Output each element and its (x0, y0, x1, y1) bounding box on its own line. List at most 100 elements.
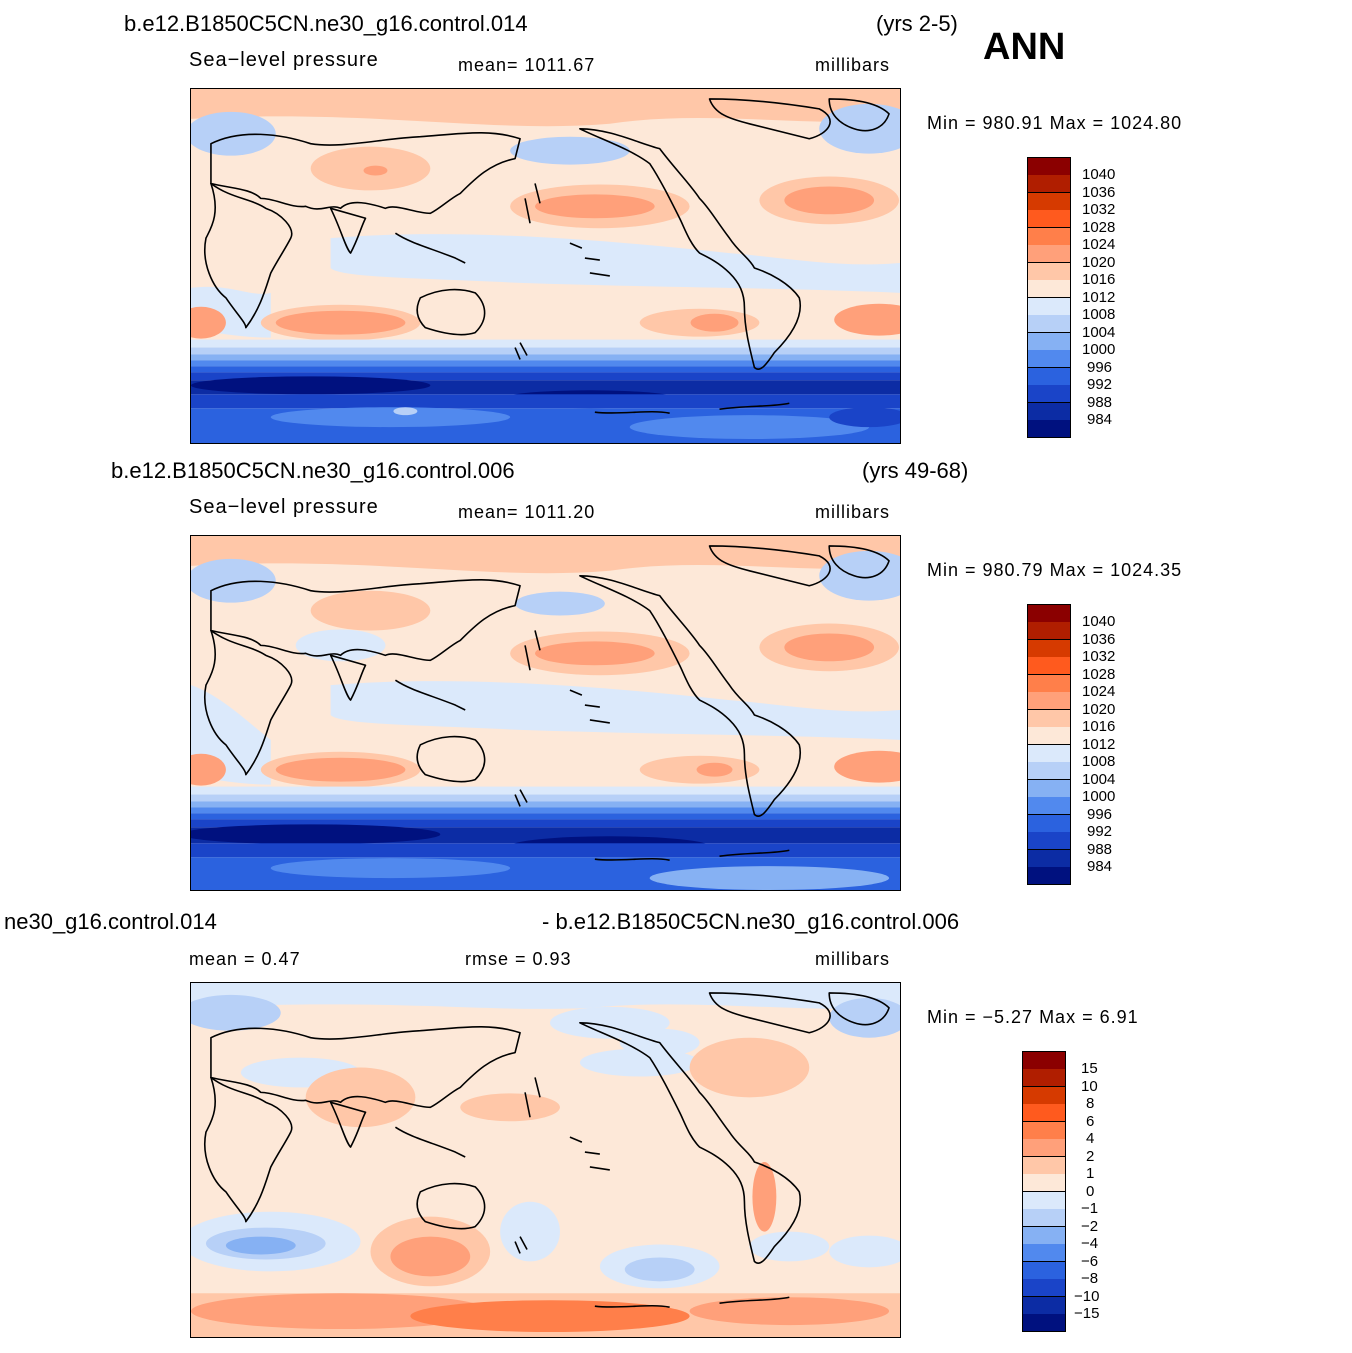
panel2-colorbar-label: 1008 (1082, 753, 1116, 770)
panel2-map-field (191, 536, 900, 890)
panel3-colorbar-swatch (1023, 1192, 1065, 1210)
panel3-minmax: Min = −5.27 Max = 6.91 (927, 1007, 1139, 1027)
panel3-rmse: rmse = 0.93 (465, 949, 572, 969)
panel2-colorbar-swatch (1028, 622, 1070, 640)
panel1-colorbar-label: 1032 (1082, 201, 1116, 218)
panel2-colorbar-label: 1040 (1082, 613, 1116, 630)
panel2-colorbar-swatch (1028, 675, 1070, 693)
panel2-mean: mean= 1011.20 (458, 502, 596, 522)
panel1-colorbar-swatch (1028, 158, 1070, 176)
panel3-colorbar-swatch (1023, 1122, 1065, 1140)
panel2-colorbar-swatch (1028, 832, 1070, 850)
panel3-colorbar-swatch (1023, 1174, 1065, 1192)
panel2-colorbar-swatch (1028, 815, 1070, 833)
panel3-colorbar-label: −15 (1074, 1305, 1100, 1322)
panel1-colorbar-swatch (1028, 175, 1070, 193)
panel2-variable: Sea−level pressure (189, 496, 379, 518)
panel2-colorbar-swatch (1028, 692, 1070, 710)
panel3-colorbar-swatch (1023, 1244, 1065, 1262)
panel1-colorbar-swatch (1028, 263, 1070, 281)
panel2-colorbar-swatch (1028, 762, 1070, 780)
panel2-colorbar-label: 1004 (1082, 771, 1116, 788)
panel1-colorbar-swatch (1028, 245, 1070, 263)
panel2-colorbar-label: 1028 (1082, 666, 1116, 683)
panel1-colorbar-label: 1028 (1082, 219, 1116, 236)
panel2-colorbar-swatch (1028, 867, 1070, 884)
panel1-colorbar-label: 1036 (1082, 184, 1116, 201)
panel1-colorbar-label: 984 (1087, 411, 1113, 428)
panel1-units: millibars (815, 55, 891, 75)
panel3-colorbar-label: 1 (1086, 1165, 1095, 1182)
panel3-colorbar-label: 10 (1081, 1078, 1098, 1095)
panel2-title: b.e12.B1850C5CN.ne30_g16.control.006 (111, 458, 515, 483)
panel1-colorbar-label: 1004 (1082, 324, 1116, 341)
panel3-title-right: - b.e12.B1850C5CN.ne30_g16.control.006 (542, 909, 960, 934)
panel1-colorbar-swatch (1028, 385, 1070, 403)
panel3-colorbar-label: −10 (1074, 1288, 1100, 1305)
panel2-colorbar-label: 1000 (1082, 788, 1116, 805)
panel2-colorbar-swatch (1028, 850, 1070, 868)
panel3-colorbar-label: −8 (1081, 1270, 1099, 1287)
panel2-colorbar-swatch (1028, 780, 1070, 798)
panel1-colorbar (1027, 157, 1071, 438)
panel1-colorbar-label: 1040 (1082, 166, 1116, 183)
panel3-colorbar-label: −1 (1081, 1200, 1099, 1217)
panel3-colorbar-swatch (1023, 1227, 1065, 1245)
panel3-colorbar-label: 6 (1086, 1113, 1095, 1130)
panel1-colorbar-label: 1012 (1082, 289, 1116, 306)
panel1-colorbar-swatch (1028, 193, 1070, 211)
panel1-colorbar-label: 988 (1087, 394, 1113, 411)
panel2-colorbar (1027, 604, 1071, 885)
panel3-colorbar-swatch (1023, 1314, 1065, 1331)
panel3-colorbar-swatch (1023, 1104, 1065, 1122)
panel1-colorbar-swatch (1028, 333, 1070, 351)
panel3-map-field (191, 983, 900, 1337)
panel3-colorbar-label: 8 (1086, 1095, 1095, 1112)
panel1-title: b.e12.B1850C5CN.ne30_g16.control.014 (124, 11, 528, 36)
panel1-colorbar-swatch (1028, 403, 1070, 421)
panel2-units: millibars (815, 502, 891, 522)
panel3-colorbar-label: 4 (1086, 1130, 1095, 1147)
panel1-colorbar-label: 1020 (1082, 254, 1116, 271)
panel2-colorbar-swatch (1028, 727, 1070, 745)
panel3-colorbar-label: 15 (1081, 1060, 1098, 1077)
panel2-minmax: Min = 980.79 Max = 1024.35 (927, 560, 1183, 580)
panel3-colorbar (1022, 1051, 1066, 1332)
panel2-colorbar-label: 1016 (1082, 718, 1116, 735)
panel2-colorbar-swatch (1028, 657, 1070, 675)
panel1-colorbar-swatch (1028, 298, 1070, 316)
panel1-colorbar-label: 1024 (1082, 236, 1116, 253)
panel3-colorbar-label: −6 (1081, 1253, 1099, 1270)
panel3-mean: mean = 0.47 (189, 949, 301, 969)
panel1-map-field (191, 89, 900, 443)
panel2-colorbar-swatch (1028, 745, 1070, 763)
panel1-minmax: Min = 980.91 Max = 1024.80 (927, 113, 1183, 133)
panel1-colorbar-swatch (1028, 420, 1070, 437)
panel2-colorbar-label: 996 (1087, 806, 1113, 823)
panel3-colorbar-swatch (1023, 1139, 1065, 1157)
panel1-colorbar-label: 1000 (1082, 341, 1116, 358)
panel3-colorbar-label: 0 (1086, 1183, 1095, 1200)
panel1-map (190, 88, 901, 444)
panel3-colorbar-label: −4 (1081, 1235, 1099, 1252)
panel1-colorbar-swatch (1028, 315, 1070, 333)
panel2-colorbar-label: 984 (1087, 858, 1113, 875)
panel3-colorbar-swatch (1023, 1052, 1065, 1070)
panel2-colorbar-swatch (1028, 640, 1070, 658)
panel3-colorbar-swatch (1023, 1069, 1065, 1087)
season-label: ANN (983, 26, 1066, 68)
panel1-colorbar-swatch (1028, 228, 1070, 246)
panel3-title-left: ne30_g16.control.014 (4, 909, 217, 934)
panel1-years: (yrs 2-5) (876, 11, 958, 36)
panel1-colorbar-swatch (1028, 280, 1070, 298)
panel1-colorbar-swatch (1028, 210, 1070, 228)
panel3-colorbar-swatch (1023, 1279, 1065, 1297)
panel2-colorbar-swatch (1028, 605, 1070, 623)
panel2-colorbar-swatch (1028, 710, 1070, 728)
panel1-colorbar-label: 996 (1087, 359, 1113, 376)
panel3-colorbar-swatch (1023, 1157, 1065, 1175)
panel2-map (190, 535, 901, 891)
panel3-colorbar-swatch (1023, 1209, 1065, 1227)
panel2-colorbar-label: 992 (1087, 823, 1113, 840)
panel2-colorbar-label: 1024 (1082, 683, 1116, 700)
